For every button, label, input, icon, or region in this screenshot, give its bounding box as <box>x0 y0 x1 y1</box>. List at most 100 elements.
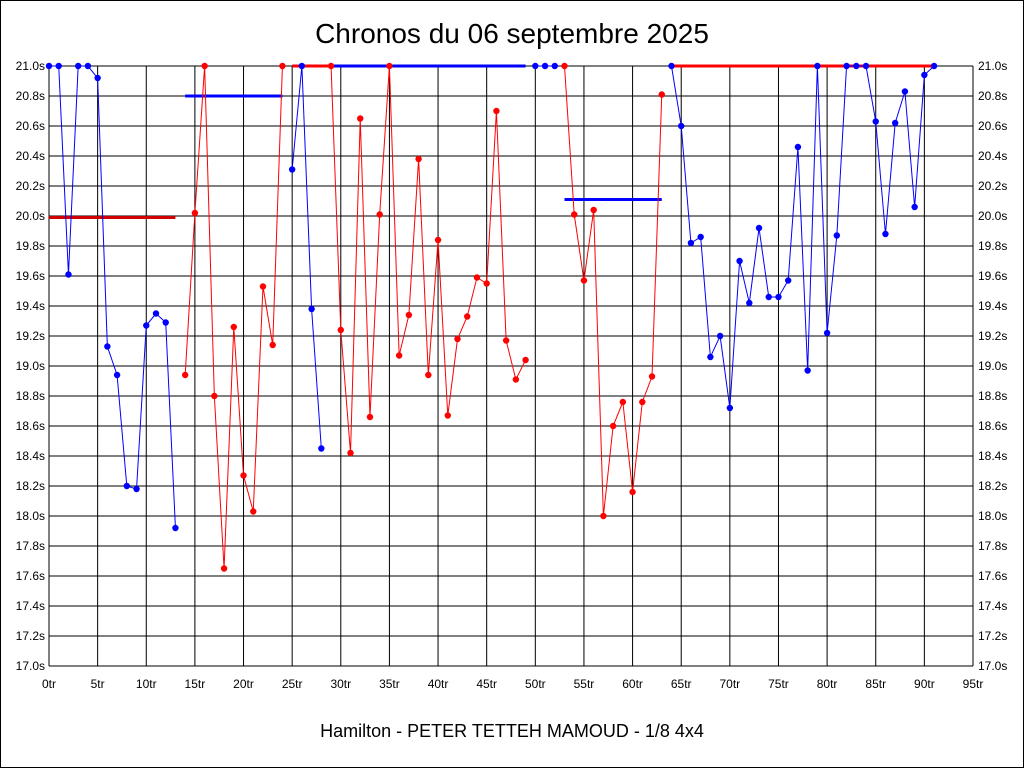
data-point <box>113 371 121 379</box>
y-tick-label-right: 19.8s <box>978 239 1007 253</box>
data-point <box>746 299 753 307</box>
data-point <box>211 392 218 400</box>
data-point <box>697 233 704 241</box>
y-tick-label-left: 19.8s <box>16 239 45 253</box>
data-point <box>123 482 131 490</box>
data-point <box>532 62 539 70</box>
data-point <box>250 508 257 515</box>
y-tick-label-left: 17.2s <box>16 629 45 643</box>
y-tick-label-left: 20.4s <box>16 149 45 163</box>
data-point <box>678 122 685 130</box>
data-point <box>502 337 510 344</box>
data-point <box>104 343 111 350</box>
data-point <box>911 203 918 211</box>
data-point <box>434 236 442 244</box>
data-point <box>901 88 909 95</box>
y-tick-label-left: 20.8s <box>16 89 45 103</box>
y-tick-label-right: 17.0s <box>978 659 1007 673</box>
y-tick-label-right: 19.2s <box>978 329 1007 343</box>
data-point <box>580 277 588 284</box>
x-tick-label: 10tr <box>136 677 157 691</box>
data-point <box>386 62 393 70</box>
data-point <box>687 239 695 247</box>
y-tick-label-left: 19.6s <box>16 269 45 283</box>
data-point <box>512 376 520 383</box>
x-tick-label: 45tr <box>476 677 497 691</box>
data-point <box>561 62 568 70</box>
y-tick-label-right: 18.4s <box>978 449 1007 463</box>
data-point <box>259 283 267 290</box>
data-point <box>853 62 860 70</box>
data-point <box>629 488 636 496</box>
y-tick-label-right: 20.4s <box>978 149 1007 163</box>
x-tick-label: 20tr <box>233 677 254 691</box>
data-point <box>279 62 286 70</box>
data-point <box>74 62 82 70</box>
data-point <box>288 166 296 173</box>
y-tick-label-right: 19.4s <box>978 299 1007 313</box>
y-tick-label-right: 18.0s <box>978 509 1007 523</box>
data-point <box>357 115 364 122</box>
x-tick-label: 95tr <box>963 677 984 691</box>
data-point <box>143 322 150 329</box>
y-tick-label-right: 18.8s <box>978 389 1007 403</box>
y-tick-label-left: 19.0s <box>16 359 45 373</box>
data-point <box>415 155 422 163</box>
data-point <box>493 107 500 115</box>
data-point <box>658 91 665 98</box>
x-tick-label: 15tr <box>185 677 206 691</box>
x-tick-label: 5tr <box>91 677 105 691</box>
x-tick-label: 40tr <box>428 677 449 691</box>
data-point <box>794 143 802 151</box>
data-point <box>172 524 179 532</box>
y-tick-label-right: 17.6s <box>978 569 1007 583</box>
data-point <box>882 230 889 238</box>
x-tick-label: 75tr <box>768 677 789 691</box>
data-point <box>318 445 325 452</box>
data-point <box>891 119 899 127</box>
data-point <box>347 449 354 457</box>
data-point <box>376 211 383 218</box>
y-tick-label-right: 17.4s <box>978 599 1007 613</box>
y-tick-label-right: 21.0s <box>978 59 1007 73</box>
x-tick-label: 50tr <box>525 677 546 691</box>
chart-title: Chronos du 06 septembre 2025 <box>315 18 709 49</box>
chart-footer: Hamilton - PETER TETTEH MAMOUD - 1/8 4x4 <box>320 721 704 741</box>
y-tick-label-right: 20.2s <box>978 179 1007 193</box>
data-point <box>201 62 208 70</box>
y-tick-label-left: 18.2s <box>16 479 45 493</box>
y-tick-label-left: 17.0s <box>16 659 45 673</box>
data-point <box>162 319 169 326</box>
y-tick-label-left: 19.2s <box>16 329 45 343</box>
data-point <box>152 310 160 317</box>
series-line <box>670 65 935 409</box>
y-tick-label-right: 18.2s <box>978 479 1007 493</box>
data-point <box>522 356 529 364</box>
y-tick-label-left: 20.2s <box>16 179 45 193</box>
data-point <box>716 332 724 340</box>
y-tick-label-left: 21.0s <box>16 59 45 73</box>
data-point <box>833 232 841 239</box>
y-tick-label-right: 20.8s <box>978 89 1007 103</box>
data-point <box>736 257 743 265</box>
y-tick-label-left: 17.8s <box>16 539 45 553</box>
data-point <box>600 512 607 520</box>
y-tick-label-right: 17.2s <box>978 629 1007 643</box>
data-point <box>590 206 597 214</box>
x-tick-label: 0tr <box>42 677 56 691</box>
data-point <box>726 404 734 412</box>
data-point <box>230 323 237 331</box>
data-point <box>930 62 938 70</box>
data-point <box>454 335 461 343</box>
data-point <box>405 311 413 319</box>
data-point <box>327 62 335 70</box>
data-point <box>483 280 490 287</box>
data-point <box>181 371 189 379</box>
y-tick-label-left: 18.6s <box>16 419 45 433</box>
data-point <box>619 398 627 406</box>
data-point <box>45 62 53 70</box>
x-tick-label: 60tr <box>622 677 643 691</box>
data-point <box>94 74 101 82</box>
y-tick-label-left: 18.4s <box>16 449 45 463</box>
